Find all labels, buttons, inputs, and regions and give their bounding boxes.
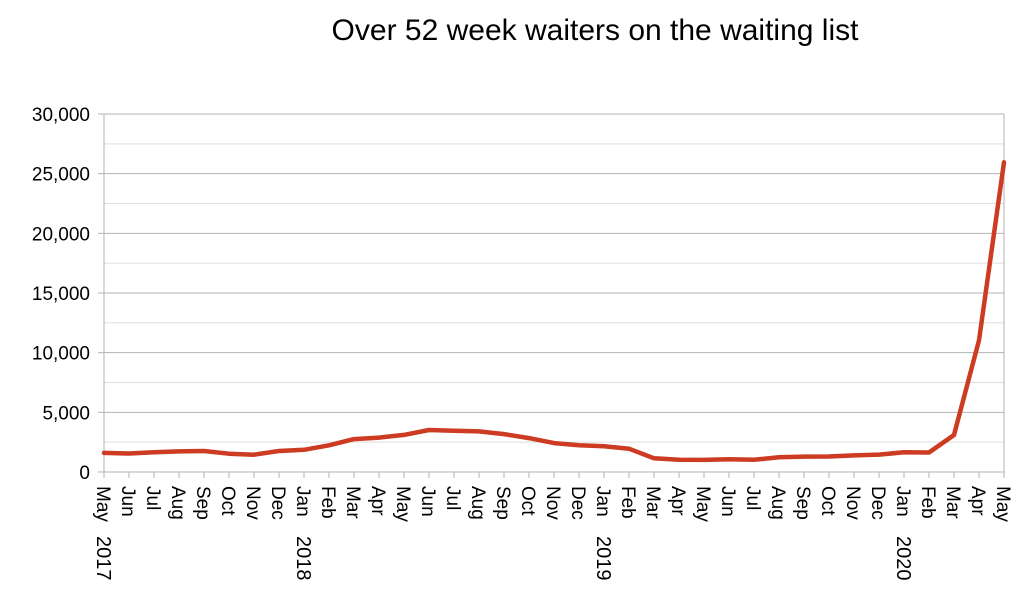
x-tick-label: Jun	[717, 486, 738, 517]
x-tick-label: Dec	[267, 486, 288, 520]
x-tick-label: Feb	[917, 486, 938, 519]
x-tick-label: Jun	[117, 486, 138, 517]
y-tick-label: 10,000	[32, 344, 90, 365]
x-tick-label: Apr	[667, 486, 688, 516]
x-tick-label: Jan	[592, 486, 613, 517]
x-tick-label: Oct	[517, 486, 538, 516]
x-tick-label: Jan	[892, 486, 913, 517]
series-line	[101, 160, 1007, 463]
x-tick-label: Nov	[842, 486, 863, 520]
series	[101, 160, 1007, 463]
axes	[98, 113, 1005, 478]
y-tick-label: 0	[79, 463, 90, 484]
x-year-label: 2019	[592, 536, 614, 581]
x-tick-label: Aug	[167, 486, 188, 520]
x-tick-label: Jul	[442, 486, 463, 510]
x-tick-label: Aug	[767, 486, 788, 520]
x-tick-label: May	[992, 486, 1013, 522]
y-tick-label: 20,000	[32, 224, 90, 245]
x-tick-label: Dec	[567, 486, 588, 520]
x-tick-label: Sep	[192, 486, 213, 520]
x-tick-label: Sep	[792, 486, 813, 520]
x-tick-label: Mar	[942, 486, 963, 519]
x-year-label: 2020	[892, 536, 914, 581]
x-tick-label: Dec	[867, 486, 888, 520]
chart-title: Over 52 week waiters on the waiting list	[331, 14, 859, 47]
x-tick-label: Apr	[967, 486, 988, 516]
x-tick-label: Aug	[467, 486, 488, 520]
x-tick-label: Feb	[617, 486, 638, 519]
x-tick-label: Jan	[292, 486, 313, 517]
x-tick-label: Sep	[492, 486, 513, 520]
x-tick-label: Oct	[217, 486, 238, 516]
y-tick-label: 30,000	[32, 105, 90, 126]
x-tick-label: May	[692, 486, 713, 522]
grid-lines	[104, 113, 1004, 443]
x-tick-label: May	[92, 486, 113, 522]
x-year-label: 2018	[292, 536, 314, 581]
y-tick-labels: 0 5,000 10,000 15,000 20,000 25,000 30,000	[32, 105, 90, 484]
x-year-label: 2017	[92, 536, 114, 581]
x-tick-labels: May Jun Jul Aug Sep Oct Nov Dec Jan Feb Mar Apr May J…	[92, 486, 1013, 581]
x-tick-label: Oct	[817, 486, 838, 516]
x-tick-label: Nov	[542, 486, 563, 520]
y-tick-label: 5,000	[42, 403, 90, 424]
x-tick-label: Jun	[417, 486, 438, 517]
x-tick-label: Mar	[342, 486, 363, 519]
x-tick-label: Nov	[242, 486, 263, 520]
x-tick-label: Apr	[367, 486, 388, 516]
x-tick-label: Jul	[742, 486, 763, 510]
x-tick-label: Feb	[317, 486, 338, 519]
x-tick-label: Jul	[142, 486, 163, 510]
y-tick-label: 15,000	[32, 284, 90, 305]
x-tick-label: Mar	[642, 486, 663, 519]
y-tick-label: 25,000	[32, 165, 90, 186]
x-tick-label: May	[392, 486, 413, 522]
